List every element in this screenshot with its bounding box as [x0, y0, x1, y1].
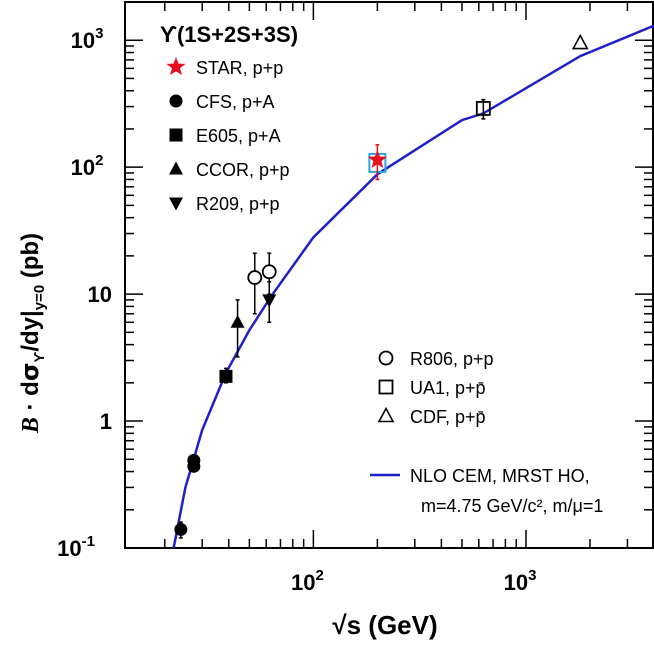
legend-curve-label: NLO CEM, MRST HO,: [410, 466, 590, 486]
data-point: [261, 264, 277, 280]
data-points-layer: [174, 33, 589, 539]
theory-curve-layer: [172, 24, 654, 549]
theory-curve-nlo-cem: [172, 24, 654, 549]
y-tick-label: 10: [88, 282, 112, 307]
x-tick-label: 102: [291, 567, 324, 595]
tick-labels: 102 103 10-1 1 10 102 103: [57, 25, 536, 595]
legend-label: UA1, p+p̄: [410, 378, 486, 398]
legend-curve-params: m=4.75 GeV/c², m/μ=1: [421, 496, 603, 516]
data-point: [262, 294, 277, 308]
legend-marker: [378, 379, 394, 395]
y-tick-label: 103: [71, 25, 104, 53]
data-point: [475, 101, 491, 116]
data-point: [174, 522, 188, 536]
data-point: [187, 453, 201, 467]
y-tick-label: 10-1: [57, 533, 95, 561]
axis-ticks: [125, 1, 654, 549]
legend-label: E605, p+A: [196, 126, 281, 146]
legend-title: ϒ(1S+2S+3S): [160, 22, 298, 47]
plot-border: [124, 1, 654, 549]
x-axis-label: √s (GeV): [332, 610, 437, 640]
y-tick-label: 102: [71, 152, 104, 180]
x-tick-label: 103: [504, 567, 537, 595]
legend-marker: [378, 350, 394, 366]
data-point: [247, 270, 263, 285]
legend-label: R209, p+p: [196, 194, 280, 214]
legend-marker: [169, 94, 183, 108]
legend-marker: [377, 406, 395, 423]
legend-marker: [169, 161, 183, 175]
data-point: [230, 314, 245, 328]
legend-label: CCOR, p+p: [196, 160, 290, 180]
legend-marker: [166, 57, 186, 76]
data-point: [219, 369, 233, 383]
legend-marker: [169, 128, 183, 142]
data-point: [571, 33, 589, 50]
legend: ϒ(1S+2S+3S) STAR, p+p CFS, p+A E605, p+A CCO…: [160, 22, 603, 516]
legend-label: CFS, p+A: [196, 92, 275, 112]
legend-label: CDF, p+p̄: [410, 407, 486, 427]
legend-label: STAR, p+p: [196, 58, 283, 78]
legend-label: R806, p+p: [410, 349, 494, 369]
y-tick-label: 1: [100, 409, 112, 434]
legend-marker: [169, 197, 183, 211]
y-axis-label: B · dσϒ/dy|y=0 (pb): [16, 233, 48, 434]
data-point: [367, 149, 387, 168]
plot-frame: [124, 1, 654, 549]
